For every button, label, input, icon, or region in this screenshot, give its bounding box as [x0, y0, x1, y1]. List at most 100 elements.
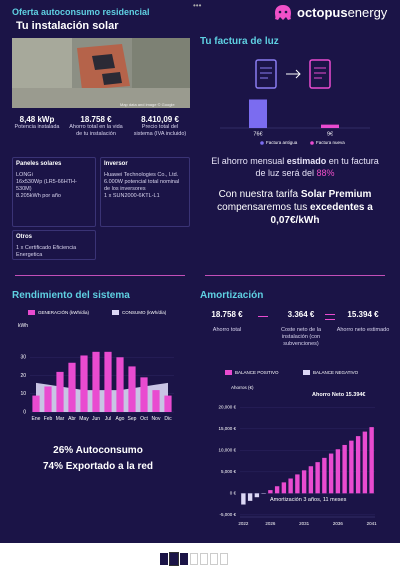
x-tick-label: Feb	[44, 416, 53, 422]
bill-chart: 76€ Factura antigua 9€ Factura nueva	[220, 99, 370, 145]
y-tick-label: -5,000 €	[219, 512, 236, 517]
section-title: Rendimiento del sistema	[12, 290, 130, 301]
y-tick-label: 5,000 €	[221, 469, 237, 474]
savings-text: El ahorro mensual estimado en tu factura…	[210, 156, 380, 179]
legend-swatch	[28, 310, 35, 315]
info-box: Paneles solares LONGi 16x530Wp (LR5-66HTH-…	[12, 157, 96, 227]
x-tick-label: May	[79, 416, 89, 422]
x-tick-label: Nov	[152, 416, 161, 422]
thumbnail[interactable]	[220, 553, 228, 565]
x-tick-label: Dic	[164, 416, 172, 422]
x-tick-label: Jun	[92, 416, 100, 422]
bar	[80, 355, 88, 412]
brand-name: octopus	[297, 5, 348, 20]
bar	[288, 478, 293, 494]
bar	[315, 462, 320, 494]
bar	[68, 362, 76, 412]
y-axis-label: kWh	[18, 323, 28, 329]
menu-dots[interactable]: •••	[193, 1, 202, 10]
bar	[274, 486, 280, 494]
text: estimado	[286, 156, 327, 166]
box-title: Otros	[16, 234, 33, 240]
annotation: Ahorro Neto 15.394€	[312, 392, 366, 398]
legend-label: Factura antigua	[266, 140, 298, 145]
y-tick-label: 10	[20, 391, 26, 397]
area	[36, 382, 168, 412]
box-title: Inversor	[104, 161, 128, 167]
x-tick-label: Ago	[116, 416, 125, 422]
bar	[342, 444, 347, 494]
thumbnail[interactable]	[180, 553, 188, 565]
legend-label: GENERACIÓN (kWh/día)	[38, 309, 90, 315]
performance-chart: 0 10 20 30 kWh Ene Feb Mar Abr May Jun Jul Ago Sep Oct…	[18, 309, 174, 422]
bar	[362, 431, 368, 494]
stat-label: Potencia instalada	[14, 124, 60, 130]
bar	[247, 493, 253, 501]
y-tick-label: 0 €	[230, 491, 237, 496]
y-tick-label: 10,000 €	[218, 448, 236, 453]
y-tick-label: 30	[20, 355, 26, 361]
bar	[281, 482, 287, 494]
thumbnail[interactable]	[160, 553, 168, 565]
divider	[205, 275, 385, 276]
divider	[15, 275, 185, 276]
info-box: Otros 1 x Certificado Eficiencia Energeti…	[12, 230, 96, 260]
thumbnail[interactable]	[190, 553, 198, 565]
legend-dot	[310, 141, 314, 145]
text: Con nuestra tarifa	[218, 189, 301, 200]
summary-label: Coste neto de la instalación (con subven…	[280, 327, 322, 347]
x-tick-label: 2041	[367, 521, 378, 526]
summary-value: 18.758 €	[211, 310, 243, 319]
brand-suffix: energy	[347, 5, 388, 20]
y-tick-label: 20,000 €	[218, 404, 236, 409]
aerial-image	[12, 38, 190, 108]
box-title: Paneles solares	[16, 161, 62, 167]
summary-value: 3.364 €	[287, 310, 315, 319]
bar	[164, 395, 172, 412]
bar	[249, 99, 267, 128]
box-line: 16x530Wp (LR5-66HTH-530M)	[16, 178, 77, 193]
bar	[32, 395, 40, 412]
y-axis-label: Ahorros (€)	[231, 385, 254, 390]
box-line: 6.000W potencial total nominal de los in…	[104, 178, 180, 193]
bar	[92, 351, 100, 412]
box-line: LONGi	[16, 171, 33, 178]
thumbnail[interactable]	[169, 552, 179, 566]
bar	[328, 453, 334, 494]
bar	[268, 490, 273, 494]
x-tick-label: Abr	[68, 416, 76, 422]
bar	[254, 493, 260, 498]
x-tick-label: Ene	[32, 416, 41, 422]
x-tick-label: 2036	[333, 521, 344, 526]
bar	[308, 466, 314, 494]
text: El ahorro mensual	[211, 156, 287, 166]
box-line: 1 x Certificado Eficiencia Energetica	[16, 244, 77, 258]
stat-label: Ahorro total en la vida de tu instalació…	[69, 124, 123, 137]
box-line: Huawei Technologies Co., Ltd.	[104, 171, 179, 178]
bar	[355, 436, 361, 494]
minus-sign	[258, 316, 268, 317]
bill-icons	[255, 59, 331, 89]
stat-value: 8,48 kWp	[19, 115, 55, 124]
bar	[349, 440, 354, 494]
text: Solar Premium	[300, 189, 372, 200]
legend-label: Factura nueva	[316, 140, 345, 145]
brand: octopusenergy	[297, 5, 387, 20]
x-tick-label: 2026	[265, 521, 276, 526]
legend-swatch	[303, 370, 310, 375]
bar	[104, 351, 112, 412]
thumbnail[interactable]	[210, 553, 218, 565]
value-label: 9€	[327, 131, 333, 137]
annotation: Amortización 3 años, 11 meses	[270, 497, 347, 503]
page-strip	[0, 543, 400, 577]
section-title: Tu factura de luz	[200, 36, 279, 47]
bar	[335, 449, 341, 494]
box-line: 8.205kWh por año	[16, 193, 61, 200]
bar	[295, 474, 300, 494]
text: 88%	[316, 167, 335, 178]
info-box: Inversor Huawei Technologies Co., Ltd. 6.0…	[100, 157, 190, 227]
y-tick-label: 20	[20, 373, 26, 379]
thumbnail[interactable]	[200, 553, 208, 565]
legend-swatch	[225, 370, 232, 375]
